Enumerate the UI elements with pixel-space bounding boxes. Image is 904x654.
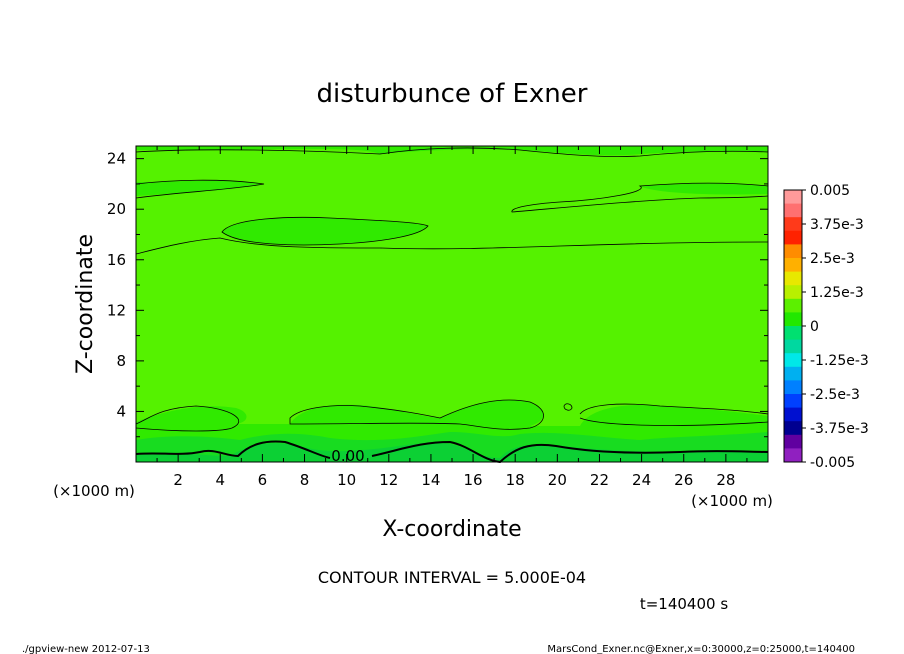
contour-line-low-right-bottom: [579, 417, 769, 426]
y-tick-label: 4: [116, 402, 126, 420]
colorbar-swatch: [784, 339, 802, 354]
colorbar-label: 2.5e-3: [810, 251, 855, 267]
y-tick-label: 8: [116, 352, 126, 370]
colorbar-swatch: [784, 326, 802, 341]
x-axis-title: X-coordinate: [382, 517, 521, 542]
colorbar-swatch: [784, 244, 802, 259]
contour-lines: [135, 147, 769, 432]
colorbar-swatch: [784, 298, 802, 313]
x-axis: 2 4 6 8 10 12 14 16 18 20 22 24 26 28: [156, 146, 748, 489]
colorbar-swatch: [784, 448, 802, 463]
x-tick-label: 26: [674, 471, 693, 489]
colorbar-swatch: [784, 353, 802, 368]
colorbar-swatch: [784, 217, 802, 232]
colorbar-label: 0: [810, 319, 819, 335]
zero-contour: [135, 440, 769, 464]
contour-fill-mid-upper: [136, 180, 262, 196]
footer-left: ./gpview-new 2012-07-13: [22, 644, 150, 654]
y-tick-label: 12: [107, 301, 126, 319]
colorbar-label: -0.005: [810, 455, 855, 471]
x-tick-label: 22: [590, 471, 609, 489]
contour-line-blob: [221, 216, 429, 246]
colorbar-swatch: [784, 258, 802, 273]
x-tick-label: 2: [173, 471, 183, 489]
x-tick-label: 14: [421, 471, 440, 489]
contour-fill-top-strip: [136, 146, 768, 156]
contour-line-upper-left: [135, 179, 265, 199]
contour-fill-mid-upper-right: [640, 183, 768, 195]
contour-label: 0.00: [331, 447, 364, 465]
x-tick-label: 4: [215, 471, 225, 489]
x-tick-label: 12: [379, 471, 398, 489]
x-tick-label: 20: [548, 471, 567, 489]
y-axis: 4 8 12 16 20 24: [107, 150, 768, 438]
x-tick-label: 18: [506, 471, 525, 489]
contour-line-top: [135, 147, 769, 157]
y-axis-title: Z-coordinate: [73, 234, 98, 374]
colorbar-label: 3.75e-3: [810, 217, 864, 233]
contour-fill-darker-band: [136, 442, 768, 462]
x-tick-label: 28: [716, 471, 735, 489]
y-tick-label: 16: [107, 251, 126, 269]
contour-line-upper-right: [511, 182, 769, 213]
y-tick-label: 24: [107, 150, 126, 168]
y-unit-label: (×1000 m): [53, 482, 135, 500]
x-tick-label: 10: [337, 471, 356, 489]
x-unit-label: (×1000 m): [691, 492, 773, 510]
colorbar-swatch: [784, 203, 802, 218]
colorbar-swatch: [784, 230, 802, 245]
colorbar-swatch: [784, 421, 802, 436]
x-tick-label: 6: [258, 471, 268, 489]
colorbar-swatch: [784, 285, 802, 300]
colorbar-label: -1.25e-3: [810, 353, 869, 369]
footer-right: MarsCond_Exner.nc@Exner,x=0:30000,z=0:25…: [547, 644, 855, 654]
colorbar-swatch: [784, 380, 802, 395]
contour-fill-mid-blob: [222, 217, 428, 245]
contour-line-16km: [135, 237, 769, 255]
y-tick-label: 20: [107, 200, 126, 218]
colorbar-label: 1.25e-3: [810, 285, 864, 301]
contour-line-low-right: [579, 403, 769, 415]
contour-line-low-left: [135, 405, 240, 432]
colorbar-label: -2.5e-3: [810, 387, 860, 403]
x-tick-label: 16: [464, 471, 483, 489]
x-tick-label: 24: [632, 471, 651, 489]
colorbar-swatch: [784, 407, 802, 422]
plot-area: 0.00: [135, 145, 769, 465]
x-tick-label: 8: [300, 471, 310, 489]
colorbar-label: 0.005: [810, 183, 850, 199]
colorbar-swatch: [784, 312, 802, 327]
colorbar-label: -3.75e-3: [810, 421, 869, 437]
contour-interval: CONTOUR INTERVAL = 5.000E-04: [318, 568, 586, 587]
time-label: t=140400 s: [640, 595, 728, 613]
colorbar-swatch: [784, 190, 802, 205]
chart-title: disturbunce of Exner: [317, 79, 588, 109]
colorbar-swatch: [784, 366, 802, 381]
colorbar: 0.005 3.75e-3 2.5e-3 1.25e-3 0 -1.25e-3 -2.5e-…: [783, 183, 869, 471]
contour-line-low-mid: [289, 399, 544, 430]
colorbar-swatch: [784, 434, 802, 449]
colorbar-swatch: [784, 271, 802, 286]
contour-line-dot: [563, 403, 573, 411]
colorbar-swatch: [784, 394, 802, 409]
